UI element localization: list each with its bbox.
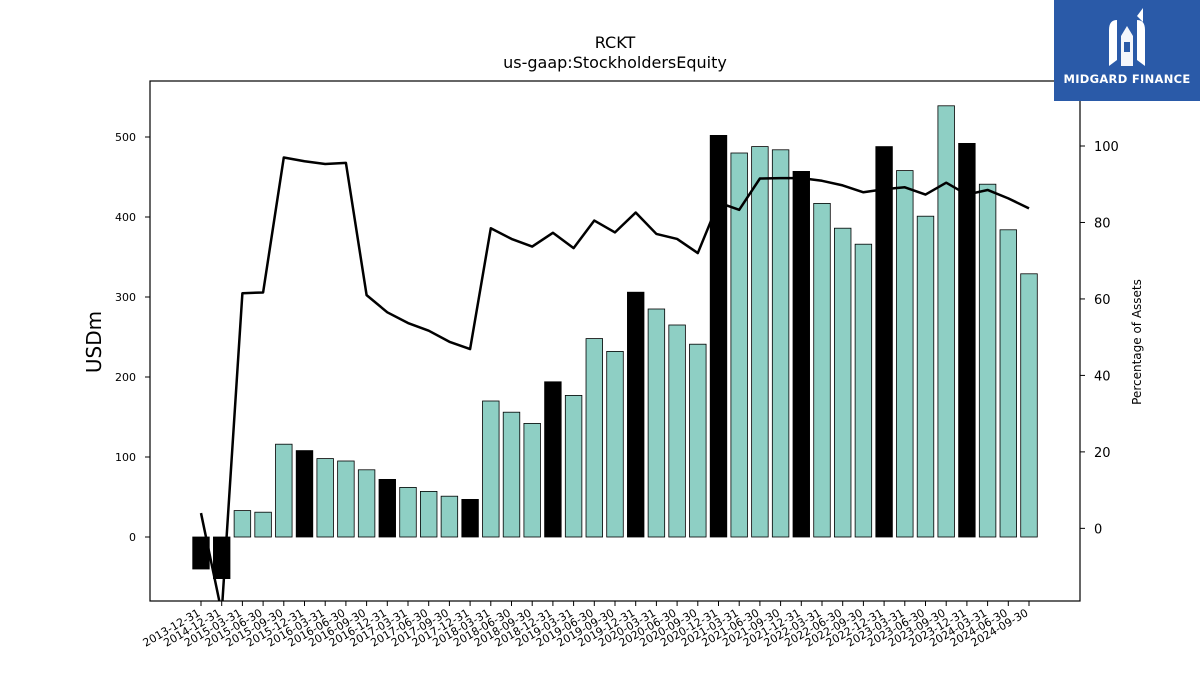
bar — [357, 469, 376, 538]
bar — [854, 243, 873, 538]
bar — [440, 495, 459, 538]
bar — [213, 536, 231, 579]
y-tick-label: 300 — [115, 291, 136, 304]
chart-subtitle: us-gaap:StockholdersEquity — [503, 53, 727, 72]
chart-title: RCKT — [595, 33, 636, 52]
bar — [875, 146, 893, 538]
bar — [709, 134, 728, 538]
bar — [978, 183, 997, 538]
bar — [378, 478, 396, 538]
bar — [958, 142, 976, 538]
bar — [606, 350, 624, 538]
y2-tick-label: 20 — [1094, 446, 1111, 461]
bar — [544, 381, 562, 538]
bar — [399, 486, 417, 538]
bar — [896, 170, 914, 538]
bar — [233, 510, 252, 538]
bar — [275, 443, 293, 538]
bar — [564, 394, 583, 538]
bar — [689, 343, 707, 538]
y-axis-label: USDm — [82, 311, 106, 373]
midgard-finance-logo: MIDGARD FINANCE — [1054, 0, 1200, 101]
bar — [771, 149, 790, 538]
bar — [999, 229, 1017, 538]
y2-tick-label: 0 — [1094, 522, 1102, 537]
y-tick-label: 100 — [115, 451, 136, 464]
midgard-m-logo-icon — [1109, 8, 1145, 66]
bars-group — [192, 105, 1038, 579]
bar — [834, 227, 852, 538]
bar — [461, 498, 479, 538]
bar — [295, 450, 314, 538]
bar — [730, 152, 748, 538]
bar — [502, 411, 521, 538]
percentage-line — [199, 156, 1030, 601]
bar — [668, 324, 686, 538]
y-tick-label: 200 — [115, 371, 136, 384]
y-tick-label: 400 — [115, 211, 136, 224]
percentage-line-group — [199, 156, 1030, 601]
bar — [1020, 273, 1038, 538]
bar — [337, 460, 355, 538]
y2-axis-label: Percentage of Assets — [1130, 279, 1144, 405]
bar — [585, 338, 603, 538]
bar — [751, 146, 769, 538]
bar — [482, 400, 500, 538]
y2-tick-label: 100 — [1094, 140, 1119, 155]
bar — [254, 511, 272, 538]
bar — [420, 490, 438, 538]
bar — [937, 105, 955, 538]
bar — [916, 215, 935, 538]
logo-text: MIDGARD FINANCE — [1063, 72, 1191, 86]
y2-tick-label: 40 — [1094, 369, 1111, 384]
bar — [792, 170, 810, 538]
bar — [647, 308, 666, 538]
bar — [813, 202, 831, 538]
y2-tick-label: 80 — [1094, 216, 1111, 231]
y-tick-label: 500 — [115, 131, 136, 144]
bar — [627, 291, 645, 538]
y2-tick-label: 60 — [1094, 293, 1111, 308]
bar — [523, 422, 541, 538]
bar — [316, 458, 334, 538]
y-tick-label: 0 — [129, 531, 136, 544]
